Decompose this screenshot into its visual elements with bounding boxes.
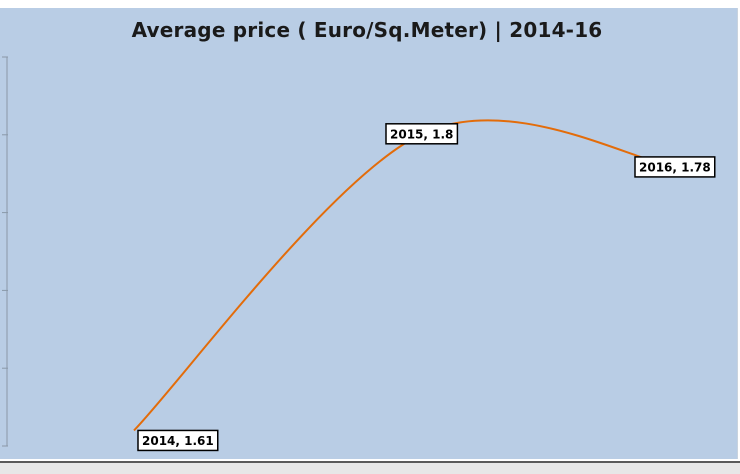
series-line	[134, 120, 673, 430]
data-label-text: 2015, 1.8	[390, 127, 453, 141]
data-label: 2015, 1.8	[386, 124, 457, 144]
series-group	[134, 120, 673, 430]
data-label-text: 2016, 1.78	[639, 160, 711, 174]
bottom-border	[0, 461, 740, 474]
data-labels: 2014, 1.61 2015, 1.8 2016, 1.78	[138, 124, 715, 451]
data-label: 2016, 1.78	[635, 157, 715, 177]
data-label-text: 2014, 1.61	[142, 434, 214, 448]
y-axis	[2, 57, 8, 446]
data-label: 2014, 1.61	[138, 430, 218, 450]
